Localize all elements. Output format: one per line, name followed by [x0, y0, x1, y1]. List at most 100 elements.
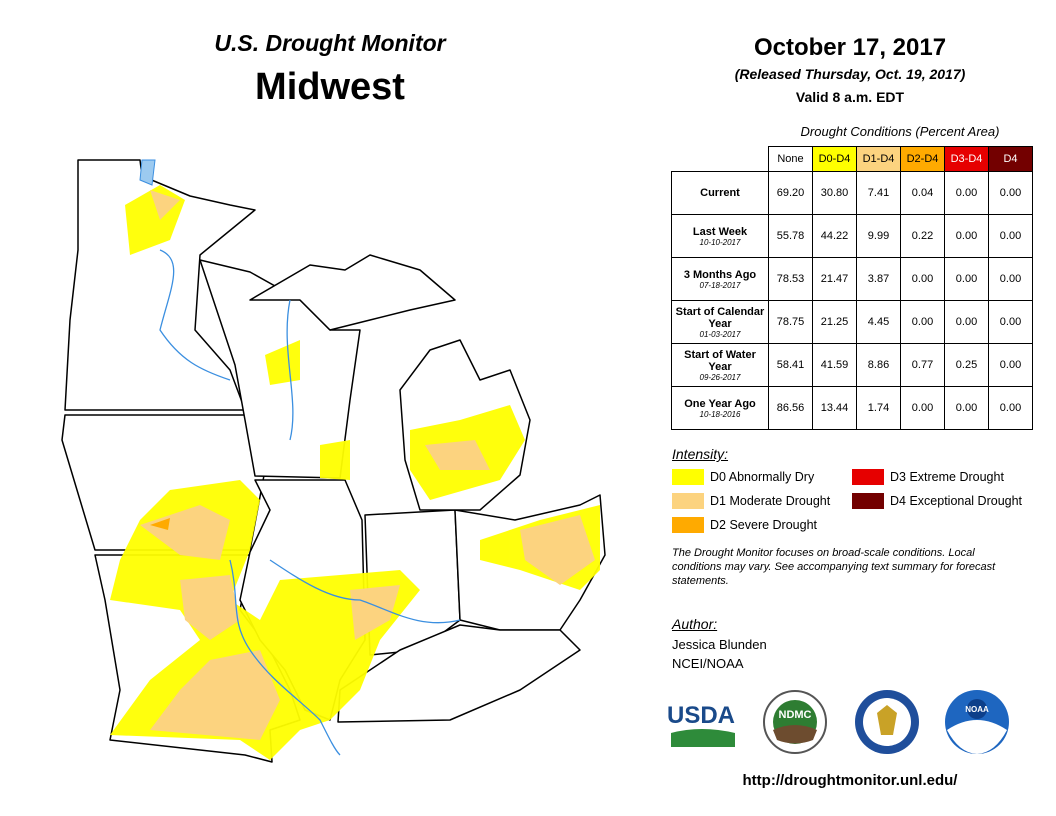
noaa-logo: NOAA: [945, 690, 1009, 754]
table-cell: 0.77: [900, 343, 945, 387]
row-date: 07-18-2017: [699, 280, 741, 290]
table-cell: 8.86: [856, 343, 901, 387]
column-header: D0-D4: [812, 146, 857, 172]
region: Midwest: [255, 66, 405, 108]
table-cell: 30.80: [812, 171, 857, 215]
table-cell: 86.56: [768, 386, 813, 430]
row-label: 3 Months Ago 07-18-2017: [671, 257, 769, 301]
table-cell: 41.59: [812, 343, 857, 387]
author-org: NCEI/NOAA: [672, 656, 744, 671]
table-cell: 0.00: [900, 257, 945, 301]
table-cell: 0.00: [988, 257, 1033, 301]
date: October 17, 2017: [753, 34, 947, 61]
map: [61, 159, 606, 763]
table-cell: 21.47: [812, 257, 857, 301]
table-cell: 0.00: [988, 343, 1033, 387]
row-date: 09-26-2017: [699, 372, 741, 382]
note: The Drought Monitor focuses on broad-sca…: [672, 547, 996, 587]
column-header: D4: [988, 146, 1033, 172]
table-cell: 9.99: [856, 214, 901, 258]
table-cell: 0.00: [944, 257, 989, 301]
row-label: Current: [671, 171, 769, 215]
table-cell: 69.20: [768, 171, 813, 215]
table-cell: 0.00: [988, 300, 1033, 344]
table-cell: 13.44: [812, 386, 857, 430]
row-label: Last Week 10-10-2017: [671, 214, 769, 258]
column-header: D3-D4: [944, 146, 989, 172]
table-cell: 1.74: [856, 386, 901, 430]
table-cell: 0.00: [944, 214, 989, 258]
legend-item: D1 Moderate Drought: [672, 493, 830, 509]
table-cell: 55.78: [768, 214, 813, 258]
valid: Valid 8 a.m. EDT: [795, 89, 905, 105]
legend-title: Intensity:: [672, 446, 729, 462]
table-cell: 0.25: [944, 343, 989, 387]
url: http://droughtmonitor.unl.edu/: [742, 772, 958, 789]
table-cell: 0.04: [900, 171, 945, 215]
row-date: 10-10-2017: [699, 237, 741, 247]
legend-swatch: [672, 493, 704, 509]
legend-swatch: [852, 469, 884, 485]
logo-text: NDMC: [779, 709, 812, 721]
row-label: Start of Calendar Year 01-03-2017: [671, 300, 769, 344]
row-name: Last Week: [692, 225, 748, 238]
row-name: Start of Water Year: [684, 348, 756, 373]
table-cell: 78.75: [768, 300, 813, 344]
row-name: Current: [700, 187, 740, 199]
table-cell: 0.00: [988, 386, 1033, 430]
legend-label: D3 Extreme Drought: [890, 470, 1004, 484]
table-cell: 0.00: [900, 300, 945, 344]
column-header: D1-D4: [856, 146, 901, 172]
table-cell: 0.00: [988, 171, 1033, 215]
table-cell: 4.45: [856, 300, 901, 344]
legend-label: D0 Abnormally Dry: [710, 470, 815, 484]
table-cell: 44.22: [812, 214, 857, 258]
table-row: Start of Water Year 09-26-2017 58.41 41.59 8…: [671, 343, 1033, 387]
table-row: One Year Ago 10-18-2016 86.56 13.44 1.74 0.00…: [671, 386, 1033, 430]
released: (Released Thursday, Oct. 19, 2017): [734, 66, 966, 82]
legend-label: D2 Severe Drought: [710, 518, 818, 532]
table-cell: 0.00: [944, 386, 989, 430]
logo-text: NOAA: [965, 705, 989, 714]
commerce-seal: [855, 690, 919, 754]
table-cell: 0.00: [900, 386, 945, 430]
legend-label: D1 Moderate Drought: [710, 494, 831, 508]
usda-logo: USDA: [667, 702, 735, 747]
table-cell: 21.25: [812, 300, 857, 344]
legend-swatch: [852, 493, 884, 509]
row-name: One Year Ago: [684, 397, 756, 410]
table-cell: 3.87: [856, 257, 901, 301]
table-cell: 0.00: [944, 300, 989, 344]
row-date: 10-18-2016: [699, 409, 741, 419]
author-title: Author:: [672, 616, 718, 632]
table-row: Last Week 10-10-2017 55.78 44.22 9.99 0.22 0.0…: [671, 214, 1033, 258]
table-cell: 7.41: [856, 171, 901, 215]
column-header: D2-D4: [900, 146, 945, 172]
row-label: One Year Ago 10-18-2016: [671, 386, 769, 430]
legend-item: D4 Exceptional Drought: [852, 493, 1022, 509]
conditions-table: None D0-D4 D1-D4 D2-D4 D3-D4 D4 Current 69.20 30…: [671, 146, 1033, 430]
table-cell: 0.22: [900, 214, 945, 258]
logos: USDA NDMC NOAA: [667, 690, 1009, 754]
table-row: Current 69.20 30.80 7.41 0.04 0.00 0.00: [671, 171, 1033, 215]
table-cell: 0.00: [944, 171, 989, 215]
legend-item: D0 Abnormally Dry: [672, 469, 814, 485]
blank-cell: [672, 147, 769, 172]
table-row: 3 Months Ago 07-18-2017 78.53 21.47 3.87 0.00…: [671, 257, 1033, 301]
row-date: 01-03-2017: [699, 329, 741, 339]
table-cell: 0.00: [988, 214, 1033, 258]
header-row: None D0-D4 D1-D4 D2-D4 D3-D4 D4: [672, 146, 1033, 172]
author-name: Jessica Blunden: [672, 637, 767, 652]
ndmc-logo: NDMC: [763, 690, 827, 754]
legend-item: D3 Extreme Drought: [852, 469, 1004, 485]
table-row: Start of Calendar Year 01-03-2017 78.75 21.…: [671, 300, 1033, 344]
row-name: Start of Calendar Year: [675, 305, 765, 330]
logo-text: USDA: [667, 702, 735, 729]
legend-item: D2 Severe Drought: [672, 517, 817, 533]
table-cell: 58.41: [768, 343, 813, 387]
column-header: None: [768, 146, 813, 172]
row-name: 3 Months Ago: [683, 268, 757, 281]
legend-label: D4 Exceptional Drought: [890, 494, 1023, 508]
table-cell: 78.53: [768, 257, 813, 301]
